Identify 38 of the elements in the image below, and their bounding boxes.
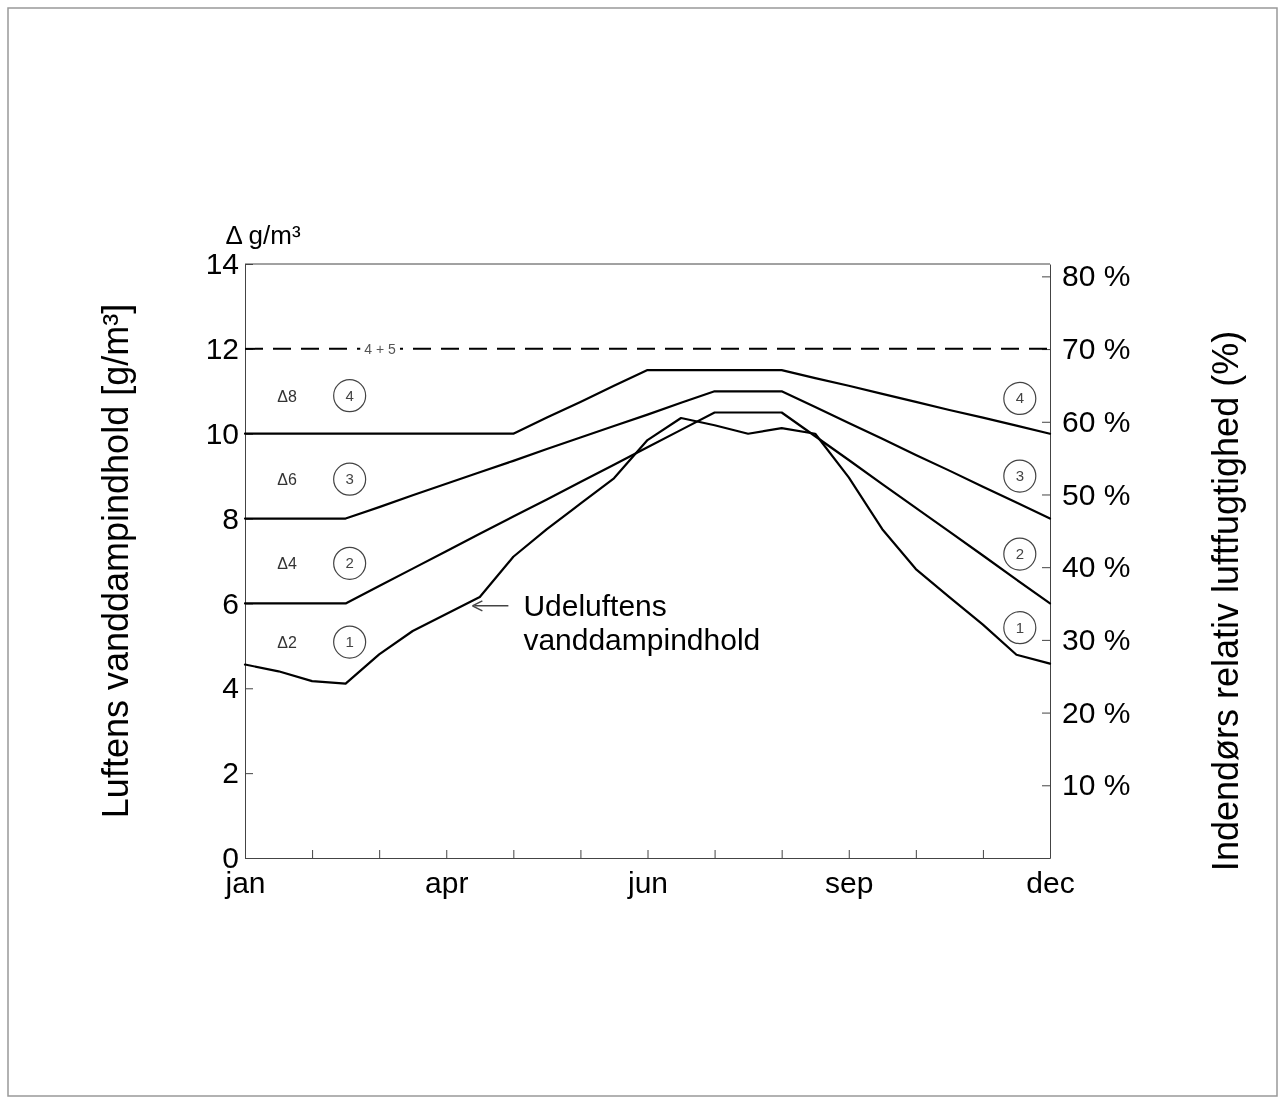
- series-label: 1: [1015, 618, 1024, 636]
- x-tick-label: dec: [1026, 866, 1075, 900]
- y-tick-label: 2: [222, 756, 239, 790]
- y2-tick-label: 30 %: [1062, 622, 1131, 656]
- y2-tick-label: 50 %: [1062, 477, 1131, 511]
- y2-tick-label: 20 %: [1062, 695, 1131, 729]
- annotation: 4 + 5: [364, 340, 396, 357]
- annotation: Δ4: [277, 555, 297, 573]
- text: 4: [345, 386, 354, 404]
- text: 1: [345, 633, 354, 651]
- x-tick-label: apr: [425, 866, 469, 900]
- y2-tick-label: 80 %: [1062, 259, 1131, 293]
- y-tick-label: 4: [222, 671, 239, 705]
- y2-tick-label: 10 %: [1062, 768, 1131, 802]
- y-tick-label: 8: [222, 501, 239, 535]
- y-tick-label: 10: [205, 416, 239, 450]
- text: 2: [345, 554, 354, 572]
- y2-tick-label: 60 %: [1062, 404, 1131, 438]
- annotation: Δ2: [277, 634, 297, 652]
- y-axis-title: Luftens vanddampindhold [g/m³]: [95, 303, 136, 819]
- x-tick-label: sep: [825, 866, 874, 900]
- series-label: 3: [1015, 467, 1024, 485]
- text: 3: [345, 470, 354, 488]
- y-tick-label: 6: [222, 586, 239, 620]
- text: Δ g/m³: [225, 220, 301, 250]
- x-tick-label: jun: [626, 866, 669, 900]
- annotation: Δ6: [277, 471, 297, 489]
- line-series: [243, 390, 1052, 520]
- annotation: Δ8: [277, 387, 297, 405]
- series-label: 4: [1015, 389, 1024, 407]
- line-series: [243, 368, 1052, 435]
- y-tick-label: 12: [205, 331, 239, 365]
- y2-axis-title: Indendørs relativ luftfugtighed (%): [1205, 330, 1246, 872]
- y2-tick-label: 70 %: [1062, 332, 1131, 366]
- annotation: Udeluftens vanddampindhold: [523, 588, 761, 656]
- y2-tick-label: 40 %: [1062, 550, 1131, 584]
- series-label: 2: [1015, 545, 1024, 563]
- y-tick-label: 14: [205, 247, 239, 281]
